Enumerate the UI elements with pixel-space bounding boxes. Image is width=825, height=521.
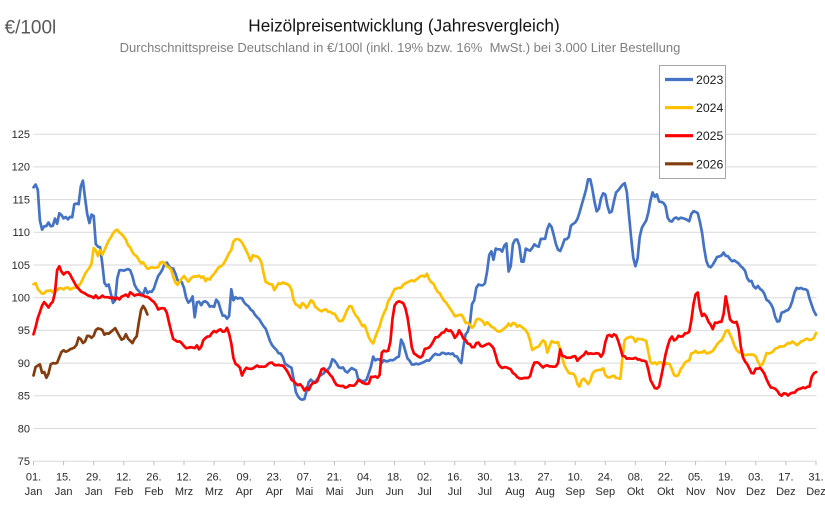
svg-text:115: 115 <box>12 194 30 206</box>
svg-text:17.: 17. <box>778 472 793 484</box>
svg-text:Jan: Jan <box>25 486 43 498</box>
svg-text:Jan: Jan <box>85 486 103 498</box>
svg-text:16.: 16. <box>447 472 462 484</box>
svg-text:21.: 21. <box>327 472 342 484</box>
svg-text:Aug: Aug <box>535 486 555 498</box>
svg-text:Dez: Dez <box>776 486 796 498</box>
svg-text:29.: 29. <box>86 472 101 484</box>
svg-text:80: 80 <box>18 423 30 435</box>
svg-text:85: 85 <box>18 391 30 403</box>
svg-text:12.: 12. <box>176 472 191 484</box>
svg-text:Dez: Dez <box>806 486 825 498</box>
svg-text:2026: 2026 <box>696 157 724 171</box>
svg-text:01.: 01. <box>26 472 41 484</box>
svg-text:08.: 08. <box>628 472 643 484</box>
svg-text:110: 110 <box>12 227 30 239</box>
svg-text:Jul: Jul <box>448 486 462 498</box>
svg-text:23.: 23. <box>267 472 282 484</box>
svg-text:03.: 03. <box>748 472 763 484</box>
svg-text:Mai: Mai <box>326 486 344 498</box>
svg-text:02.: 02. <box>417 472 432 484</box>
svg-text:€/100l: €/100l <box>5 18 57 39</box>
svg-text:Aug: Aug <box>505 486 525 498</box>
svg-text:2025: 2025 <box>696 129 724 143</box>
svg-text:04.: 04. <box>357 472 372 484</box>
svg-text:Mrz: Mrz <box>175 486 193 498</box>
svg-text:Feb: Feb <box>114 486 133 498</box>
svg-text:Jun: Jun <box>356 486 374 498</box>
svg-text:90: 90 <box>18 358 30 370</box>
svg-text:95: 95 <box>18 325 30 337</box>
svg-text:Durchschnittspreise Deutschlan: Durchschnittspreise Deutschland in €/100… <box>120 40 681 55</box>
svg-text:Jul: Jul <box>478 486 492 498</box>
svg-text:Sep: Sep <box>596 486 616 498</box>
svg-text:Heizölpreisentwicklung (Jahres: Heizölpreisentwicklung (Jahresvergleich) <box>248 16 559 36</box>
svg-text:26.: 26. <box>206 472 221 484</box>
svg-text:09.: 09. <box>237 472 252 484</box>
svg-text:Apr: Apr <box>236 486 253 498</box>
svg-text:10.: 10. <box>568 472 583 484</box>
svg-text:Dez: Dez <box>746 486 766 498</box>
svg-text:120: 120 <box>12 162 30 174</box>
svg-text:Mai: Mai <box>296 486 314 498</box>
svg-text:18.: 18. <box>387 472 402 484</box>
svg-text:Apr: Apr <box>266 486 283 498</box>
svg-text:19.: 19. <box>718 472 733 484</box>
svg-text:Mrz: Mrz <box>205 486 223 498</box>
svg-text:Jul: Jul <box>418 486 432 498</box>
svg-text:26.: 26. <box>146 472 161 484</box>
svg-text:22.: 22. <box>658 472 673 484</box>
svg-text:12.: 12. <box>116 472 131 484</box>
svg-text:Sep: Sep <box>565 486 585 498</box>
svg-text:75: 75 <box>18 456 30 468</box>
svg-text:13.: 13. <box>507 472 522 484</box>
svg-text:30.: 30. <box>477 472 492 484</box>
svg-text:27.: 27. <box>537 472 552 484</box>
svg-text:2023: 2023 <box>696 73 724 87</box>
svg-text:100: 100 <box>12 293 30 305</box>
svg-text:105: 105 <box>12 260 30 272</box>
svg-text:2024: 2024 <box>696 101 724 115</box>
svg-text:24.: 24. <box>598 472 613 484</box>
svg-text:Jun: Jun <box>386 486 404 498</box>
svg-text:Okt: Okt <box>627 486 644 498</box>
svg-text:125: 125 <box>12 129 30 141</box>
svg-text:Feb: Feb <box>144 486 163 498</box>
svg-text:Nov: Nov <box>686 486 706 498</box>
svg-text:07.: 07. <box>297 472 312 484</box>
svg-text:Jan: Jan <box>55 486 73 498</box>
svg-text:Okt: Okt <box>657 486 674 498</box>
svg-text:15.: 15. <box>56 472 71 484</box>
svg-text:05.: 05. <box>688 472 703 484</box>
svg-text:31.: 31. <box>808 472 823 484</box>
svg-text:Nov: Nov <box>716 486 736 498</box>
